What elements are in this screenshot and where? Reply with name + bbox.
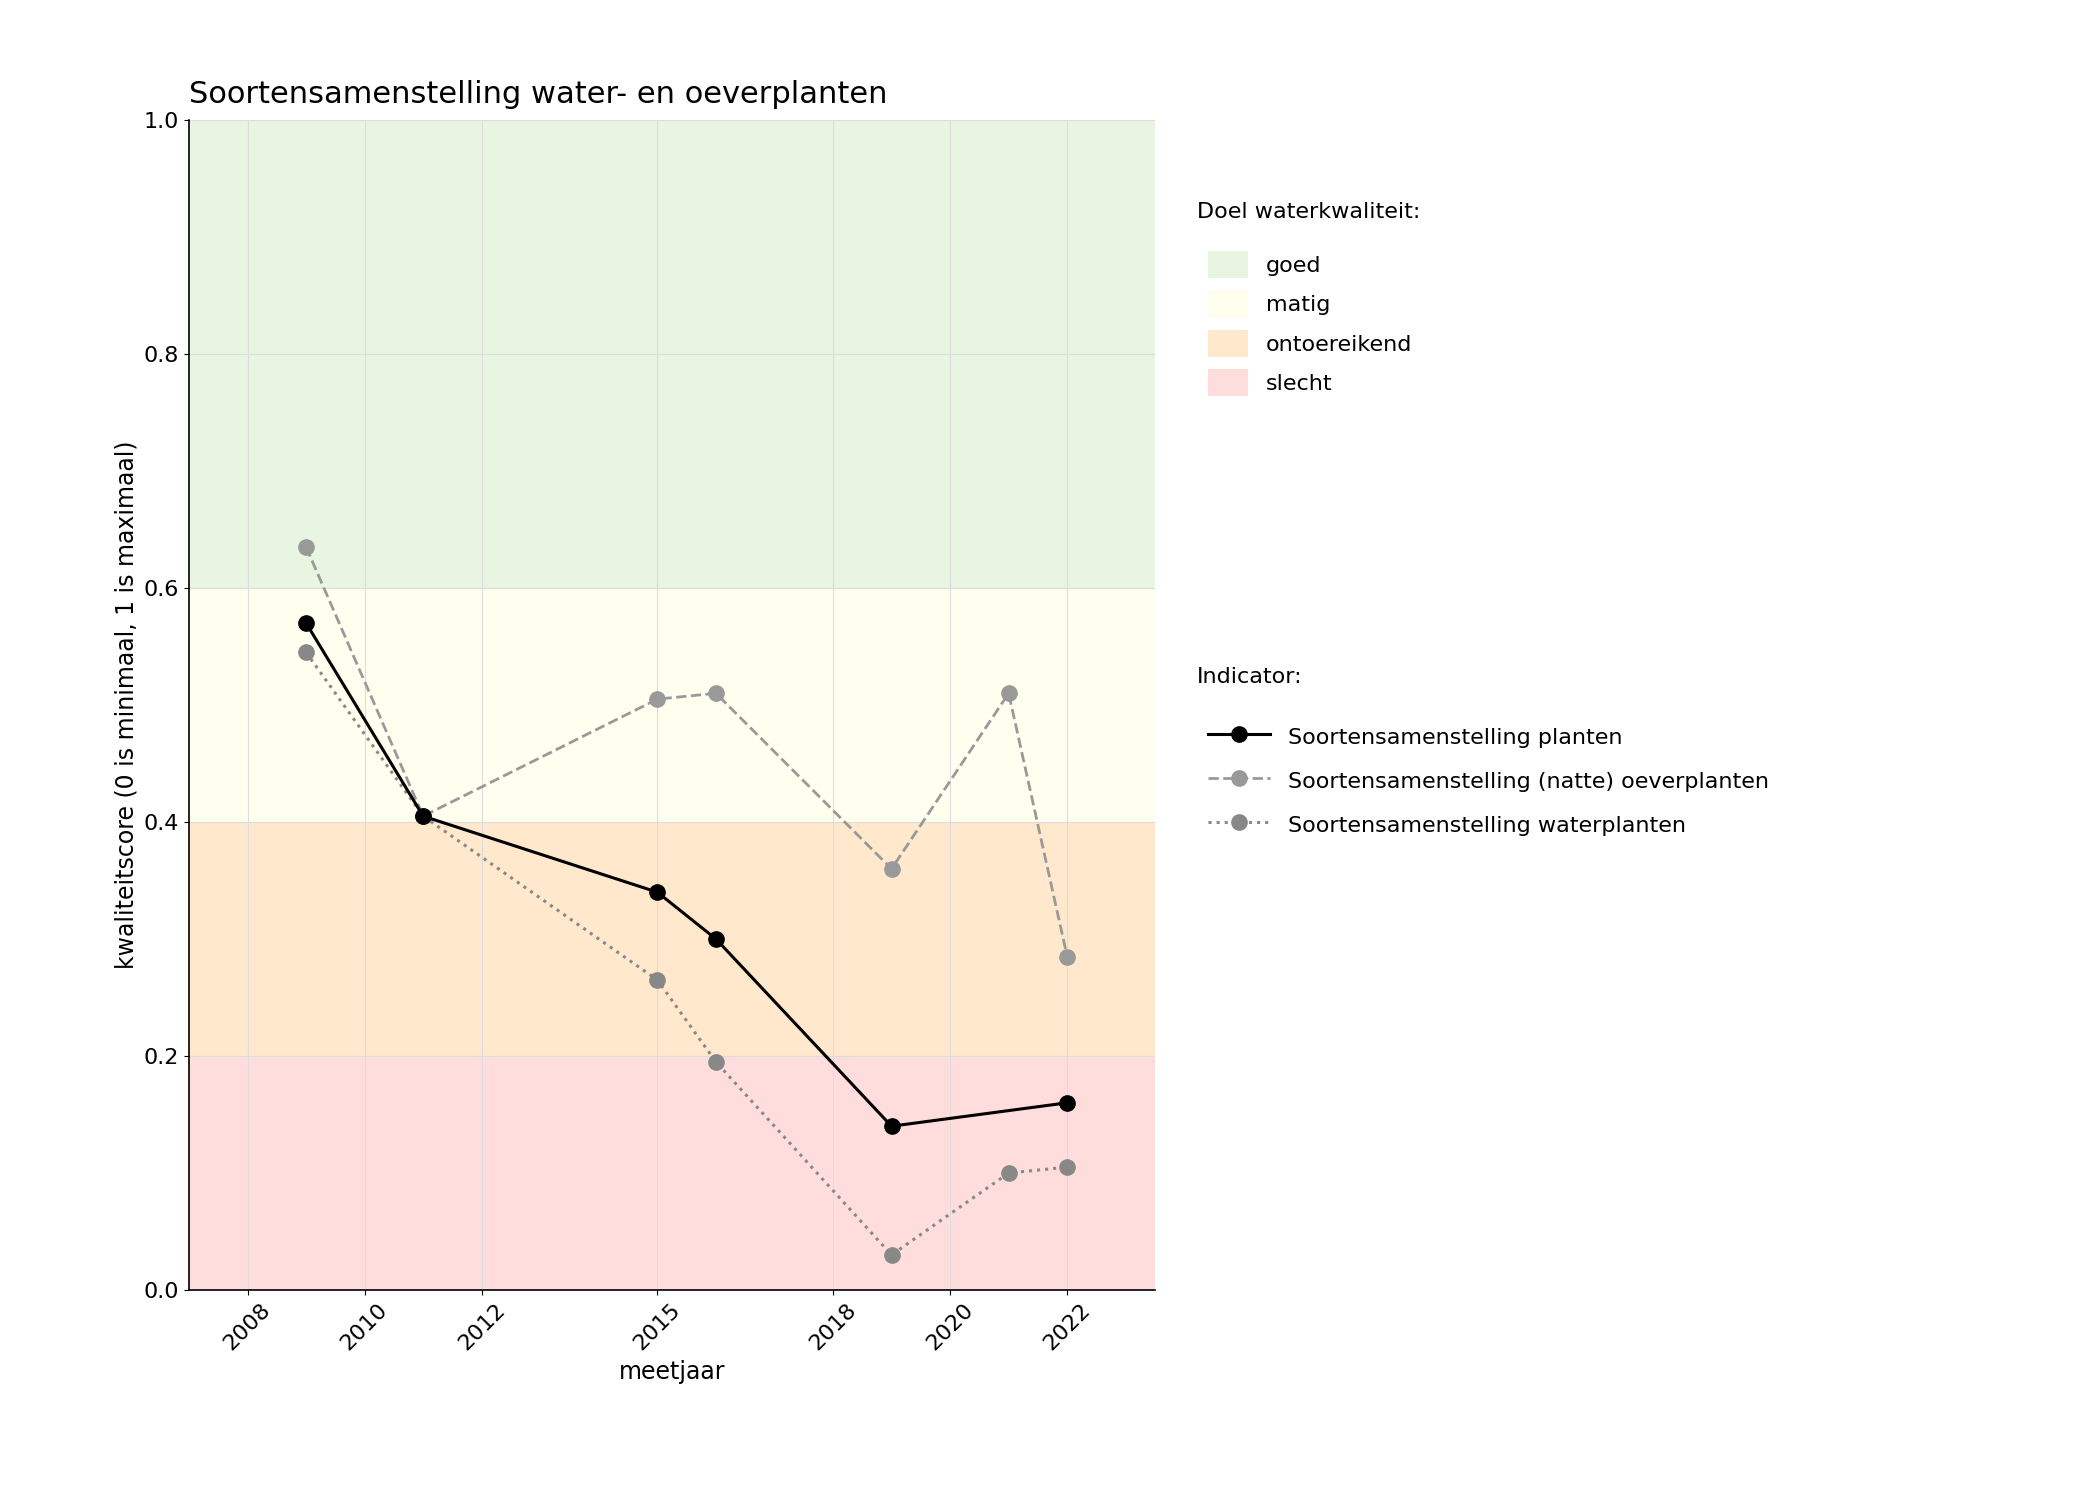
Text: Indicator:: Indicator: [1197,668,1302,687]
Legend: Soortensamenstelling planten, Soortensamenstelling (natte) oeverplanten, Soorten: Soortensamenstelling planten, Soortensam… [1208,723,1768,839]
X-axis label: meetjaar: meetjaar [620,1359,724,1383]
Bar [189,822,1155,1056]
Bar [189,588,1155,822]
Text: Doel waterkwaliteit:: Doel waterkwaliteit: [1197,202,1420,222]
Legend: goed, matig, ontoereikend, slecht: goed, matig, ontoereikend, slecht [1208,251,1413,396]
Y-axis label: kwaliteitscore (0 is minimaal, 1 is maximaal): kwaliteitscore (0 is minimaal, 1 is maxi… [113,441,139,969]
Text: Soortensamenstelling water- en oeverplanten: Soortensamenstelling water- en oeverplan… [189,81,888,110]
Bar [189,120,1155,588]
Bar [189,1056,1155,1290]
